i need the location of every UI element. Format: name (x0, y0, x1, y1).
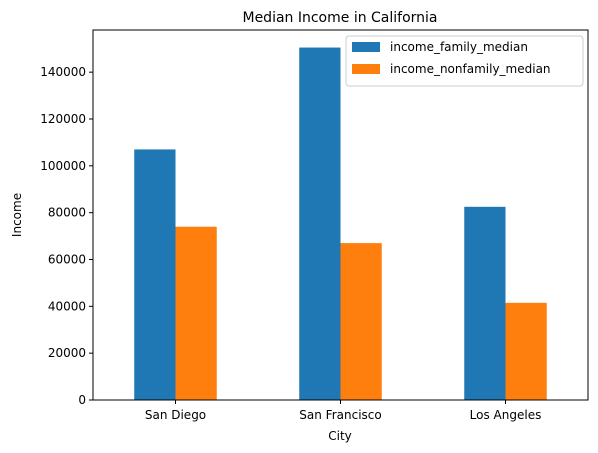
y-axis: 0 20000 40000 60000 80000 100000 120000 140000 (40, 65, 93, 407)
y-tick-label: 0 (78, 393, 86, 407)
chart-title: Median Income in California (242, 10, 437, 26)
bar-nonfamily-1 (340, 243, 382, 400)
y-tick-label: 120000 (40, 112, 86, 126)
legend: income_family_median income_nonfamily_med… (345, 35, 584, 87)
y-tick-label: 40000 (48, 299, 86, 313)
y-tick-label: 80000 (48, 206, 86, 220)
bar-family-1 (299, 47, 341, 401)
x-tick-label: San Francisco (299, 408, 381, 422)
x-axis-label: City (328, 429, 352, 443)
legend-swatch-family (352, 42, 380, 52)
bars-group (134, 47, 547, 401)
legend-swatch-nonfamily (352, 64, 380, 74)
legend-label-nonfamily: income_nonfamily_median (390, 62, 551, 76)
y-axis-label: Income (10, 193, 24, 237)
x-axis: San Diego San Francisco Los Angeles (145, 400, 541, 422)
y-tick-label: 140000 (40, 65, 86, 79)
bar-family-2 (464, 206, 506, 400)
bar-family-0 (134, 149, 176, 400)
x-tick-label: San Diego (145, 408, 206, 422)
bar-nonfamily-2 (505, 302, 547, 400)
x-tick-label: Los Angeles (470, 408, 542, 422)
y-tick-label: 100000 (40, 159, 86, 173)
legend-label-family: income_family_median (390, 40, 528, 54)
legend-box (345, 35, 584, 87)
y-tick-label: 20000 (48, 346, 86, 360)
y-tick-label: 60000 (48, 252, 86, 266)
bar-nonfamily-0 (175, 226, 217, 400)
